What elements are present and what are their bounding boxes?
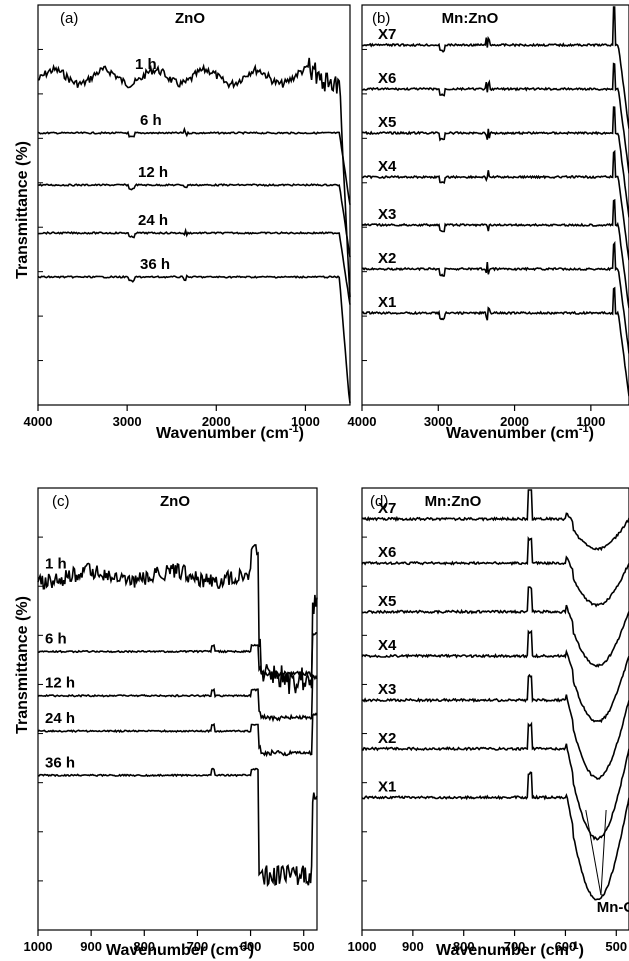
series-label: X4	[378, 637, 397, 654]
series-line	[37, 631, 318, 678]
x-tick-label: 800	[453, 939, 475, 954]
series-label: X5	[378, 593, 396, 610]
panel-b: 4000 3000 2000 1000 (b) Mn:ZnO X7 X6 X5 X4 X3 X2 X1	[348, 4, 629, 429]
series-line	[37, 712, 318, 758]
series-line	[361, 6, 629, 129]
xlabel-d: Wavenumber (cm-1)	[436, 940, 584, 959]
ylabel-top: Transmittance (%)	[14, 141, 31, 279]
series-label: 12 h	[138, 164, 168, 181]
series-line	[37, 544, 318, 694]
x-tick-label: 1000	[24, 939, 53, 954]
series-label: 6 h	[45, 631, 67, 648]
series-line	[361, 62, 629, 174]
series-line	[38, 767, 318, 888]
x-tick-label: 4000	[24, 414, 53, 429]
series-label: 36 h	[45, 754, 75, 771]
series-label: 36 h	[140, 256, 170, 273]
series-line	[37, 126, 351, 205]
x-tick-label: 3000	[424, 414, 453, 429]
series-label: X5	[378, 114, 396, 131]
series-line	[361, 673, 629, 781]
annotation-arrow	[585, 809, 602, 896]
series-line	[361, 771, 629, 901]
x-tick-label: 900	[402, 939, 424, 954]
x-tick-label: 4000	[348, 414, 377, 429]
series-line	[361, 489, 629, 552]
x-tick-label: 500	[293, 939, 315, 954]
series-line	[361, 629, 629, 724]
plot-frame	[37, 487, 318, 931]
plot-frame	[37, 4, 351, 406]
series-label: X7	[378, 500, 396, 517]
plot-frame	[361, 4, 629, 406]
x-tick-label: 1000	[576, 414, 605, 429]
x-tick-label: 2000	[500, 414, 529, 429]
series-label: X6	[378, 70, 396, 87]
xlabel-a: Wavenumber (cm-1)	[156, 423, 304, 442]
x-tick-label: 900	[80, 939, 102, 954]
series-line	[361, 198, 629, 309]
panel-d: 1000 900 800 700 600 500 (d) Mn:ZnO X7 X6 X5 X4 X3 X2…	[348, 487, 629, 954]
x-tick-label: 3000	[113, 414, 142, 429]
x-tick-label: 800	[133, 939, 155, 954]
panel-title: Mn:ZnO	[442, 10, 499, 27]
x-tick-label: 500	[605, 939, 627, 954]
series-label: 12 h	[45, 675, 75, 692]
series-label: 24 h	[138, 212, 168, 229]
series-line	[361, 286, 629, 397]
x-tick-label: 1000	[348, 939, 377, 954]
series-line	[37, 227, 351, 305]
series-label: X2	[378, 250, 396, 267]
series-label: 1 h	[45, 555, 67, 572]
series-label: X3	[378, 681, 396, 698]
xlabel-c: Wavenumber (cm-1)	[106, 940, 254, 959]
series-line	[37, 673, 318, 723]
series-label: X4	[378, 158, 397, 175]
series-label: X6	[378, 544, 396, 561]
x-tick-label: 700	[187, 939, 209, 954]
series-label: X3	[378, 206, 396, 223]
x-tick-label: 1000	[291, 414, 320, 429]
panel-title: ZnO	[160, 493, 190, 510]
panel-a: 4000 3000 2000 1000 (a) ZnO 1 h 6 h 12 h 24 h 36 h	[24, 4, 351, 429]
x-tick-label: 600	[240, 939, 262, 954]
series-label: X1	[378, 778, 396, 795]
x-tick-label: 600	[555, 939, 577, 954]
ylabel-bottom: Transmittance (%)	[14, 596, 31, 734]
series-line	[361, 536, 629, 608]
series-label: X1	[378, 294, 396, 311]
xlabel-b: Wavenumber (cm-1)	[446, 423, 594, 442]
series-line	[361, 721, 629, 841]
panel-title: ZnO	[175, 10, 205, 27]
panel-title: Mn:ZnO	[425, 493, 482, 510]
series-label: 24 h	[45, 710, 75, 727]
series-line	[37, 57, 351, 298]
panel-label: (d)	[370, 493, 388, 510]
series-label: X7	[378, 26, 396, 43]
series-line	[361, 106, 629, 218]
plot-frame	[361, 487, 629, 931]
annotation-arrow	[600, 809, 607, 896]
x-tick-label: 2000	[202, 414, 231, 429]
panel-label: (c)	[52, 493, 70, 510]
series-label: X2	[378, 730, 396, 747]
panel-label: (b)	[372, 10, 390, 27]
series-label: 6 h	[140, 112, 162, 129]
series-line	[37, 274, 351, 404]
series-line	[37, 183, 351, 258]
x-tick-label: 700	[504, 939, 526, 954]
panel-label: (a)	[60, 10, 78, 27]
series-line	[362, 149, 629, 261]
panel-c: 1000 900 800 700 600 500 (c) ZnO 1 h 6 h 12 h 24 h 3…	[24, 487, 318, 954]
series-line	[361, 586, 629, 668]
annotation-label: Mn-O	[597, 899, 629, 916]
series-line	[361, 240, 629, 354]
series-label: 1 h	[135, 56, 157, 73]
